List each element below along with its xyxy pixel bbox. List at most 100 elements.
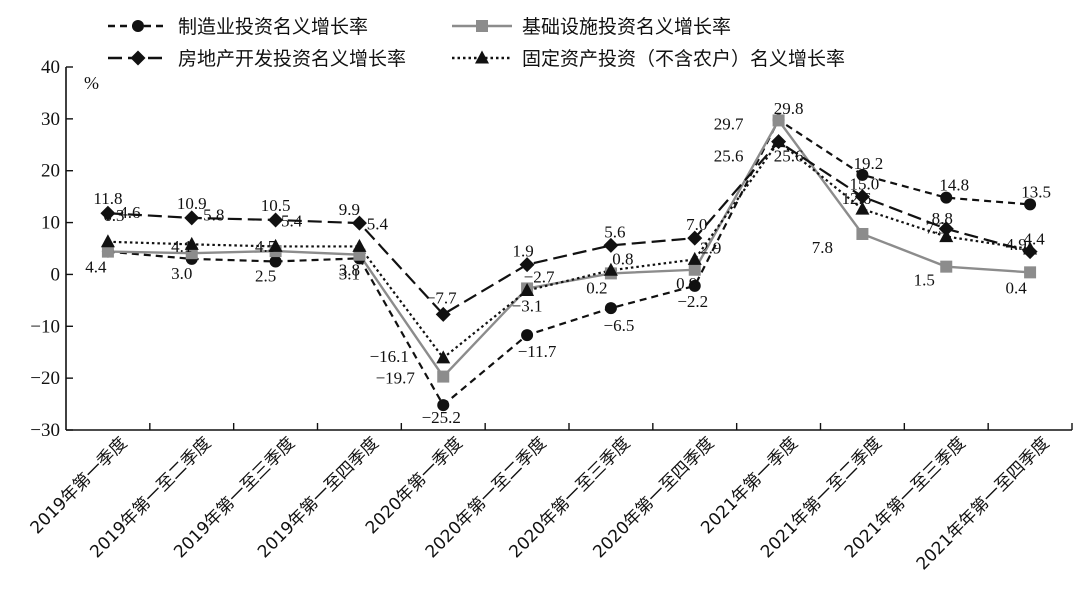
data-label: 5.6 <box>604 222 625 241</box>
data-label: 4.4 <box>85 258 107 277</box>
data-label: 25.6 <box>774 147 804 166</box>
y-tick-label: 0 <box>51 264 61 285</box>
axes: −30−20−10010203040%2019年第一季度2019年第一至二季度2… <box>27 57 1073 574</box>
y-tick-label: −20 <box>30 368 60 389</box>
data-label: 1.5 <box>914 271 935 290</box>
y-tick-label: 10 <box>41 213 60 234</box>
series-line-4 <box>107 140 1031 360</box>
data-label: 4.1 <box>171 237 192 256</box>
legend-marker-1 <box>132 20 144 32</box>
series-3-point <box>268 212 284 228</box>
series-1-point <box>856 168 869 181</box>
series-line-3 <box>107 140 1031 316</box>
data-label: 0.8 <box>612 249 633 268</box>
data-label: −2.2 <box>677 292 708 311</box>
legend-label-1: 制造业投资名义增长率 <box>178 16 368 38</box>
series-4-point <box>939 229 954 243</box>
data-label: 4.6 <box>119 203 140 222</box>
data-label: 4.5 <box>255 237 276 256</box>
series-3-point <box>603 237 619 253</box>
series-2-point <box>940 260 953 273</box>
data-label: 10.5 <box>261 196 291 215</box>
data-label: 4.4 <box>1023 230 1045 249</box>
series-4-point <box>687 251 702 265</box>
series-markers <box>100 113 1038 412</box>
series-3-point <box>435 306 451 322</box>
series-2-point <box>185 247 198 260</box>
series-4-point <box>436 350 451 364</box>
data-label: 0.9 <box>676 274 697 293</box>
legend-label-4: 固定资产投资（不含农户）名义增长率 <box>522 48 845 70</box>
data-label: 7.3 <box>926 219 947 238</box>
data-label: −7.7 <box>426 288 457 307</box>
series-3-point <box>687 230 703 246</box>
series-1-point <box>940 191 953 204</box>
series-3-point <box>519 257 535 273</box>
data-label: 19.2 <box>854 154 884 173</box>
series-4-point <box>1023 241 1038 255</box>
series-2-point <box>101 245 114 258</box>
data-label: 2.5 <box>255 266 276 285</box>
series-1-point <box>437 399 450 412</box>
y-tick-label: 40 <box>41 57 60 78</box>
data-label: 12.6 <box>842 189 872 208</box>
y-axis-unit-label: % <box>84 73 99 93</box>
data-label: 4.9 <box>1005 235 1026 254</box>
series-4-point <box>100 234 115 248</box>
data-label: 25.6 <box>714 147 744 166</box>
data-label: 2.9 <box>700 238 721 257</box>
data-label: 13.5 <box>1021 182 1051 201</box>
y-tick-label: 30 <box>41 109 60 130</box>
series-1-point <box>1024 198 1037 211</box>
data-labels: 11.86.34.64.410.95.84.13.010.55.44.52.59… <box>85 99 1051 427</box>
data-label: −11.7 <box>518 342 557 361</box>
series-3-point <box>854 189 870 205</box>
data-label: 3.0 <box>171 264 192 283</box>
legend-marker-3 <box>130 50 146 66</box>
data-label: −3.1 <box>512 297 543 316</box>
series-4-point <box>771 134 786 148</box>
data-label: 0.2 <box>586 278 607 297</box>
data-label: 7.0 <box>686 215 707 234</box>
series-1-point <box>521 329 534 342</box>
data-label: 29.8 <box>774 99 804 118</box>
series-2-point <box>772 114 785 127</box>
series-line-1 <box>107 118 1031 407</box>
series-1-point <box>269 255 282 268</box>
series-2-point <box>437 370 450 383</box>
data-label: 6.3 <box>103 206 124 225</box>
series-4-point <box>520 283 535 297</box>
series-4-point <box>855 201 870 215</box>
y-tick-label: −30 <box>30 420 60 441</box>
data-label: 9.9 <box>339 200 360 219</box>
data-label: 29.7 <box>714 114 744 133</box>
data-label: 0.4 <box>1005 278 1027 297</box>
legend-marker-2 <box>476 20 488 32</box>
series-line-2 <box>107 118 1031 379</box>
data-label: −19.7 <box>376 369 416 388</box>
data-label: 5.8 <box>203 205 224 224</box>
series-2-point <box>1024 266 1037 279</box>
data-label: −2.7 <box>524 267 555 286</box>
data-label: 3.8 <box>339 261 360 280</box>
y-tick-label: 20 <box>41 161 60 182</box>
series-3-point <box>938 221 954 237</box>
data-label: 7.8 <box>812 238 833 257</box>
data-label: 1.9 <box>512 242 533 261</box>
series-2-point <box>856 227 869 240</box>
data-label: 14.8 <box>939 176 969 195</box>
data-label: 5.4 <box>281 211 303 230</box>
data-label: 11.8 <box>93 189 122 208</box>
series-3-point <box>184 210 200 226</box>
series-3-point <box>351 215 367 231</box>
data-label: 15.0 <box>850 175 880 194</box>
series-lines <box>107 118 1031 407</box>
data-label: 8.8 <box>932 209 953 228</box>
y-tick-label: −10 <box>30 316 60 337</box>
series-4-point <box>352 238 367 252</box>
data-label: 5.4 <box>367 214 389 233</box>
series-4-point <box>268 238 283 252</box>
data-label: −25.2 <box>422 408 461 427</box>
